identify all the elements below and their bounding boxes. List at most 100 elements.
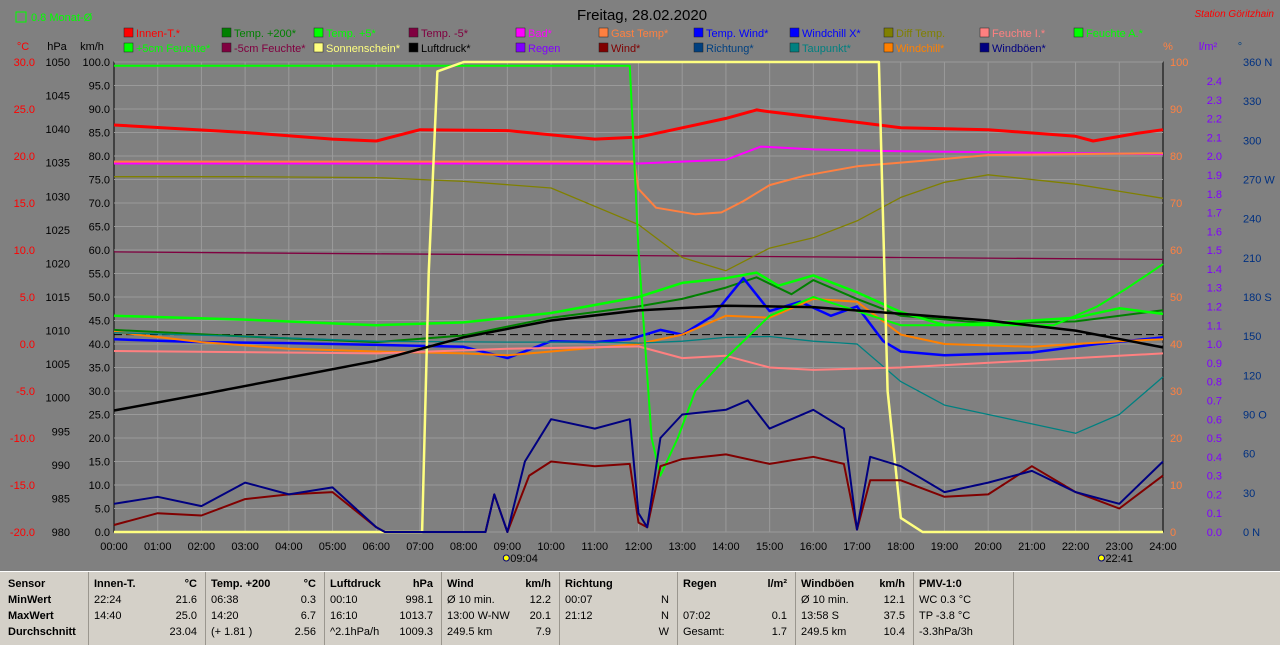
humidity-tick-label: 100 [1170,57,1188,69]
rain-tick-label: 2.1 [1207,132,1222,144]
direction-tick-label: 330 [1243,96,1261,108]
legend-swatch [515,27,526,38]
time-tick-label: 05:00 [319,541,347,553]
series-line [114,145,1164,165]
time-tick-label: 10:00 [537,541,565,553]
time-tick-label: 07:00 [406,541,434,553]
time-tick-label: 12:00 [625,541,653,553]
rain-tick-label: 2.2 [1207,114,1222,126]
legend-label: Bad* [528,28,553,40]
humidity-tick-label: 0 [1170,527,1176,539]
legend-swatch [979,27,990,38]
sunset-time: 22:41 [1105,553,1133,565]
stats-cell: 00:10 [330,594,358,606]
station-name: Station Göritzhain [1195,9,1275,20]
stats-column-wind: Wind km/h Ø 10 min. 12.2 13:00 W-NW 20.1 249.5… [441,572,560,645]
stats-value: 6.7 [300,610,316,622]
stats-header: Luftdruck [330,578,381,590]
pressure-tick-label: 985 [52,493,70,505]
legend-swatch [123,42,134,53]
speed-tick-label: 80.0 [89,151,110,163]
speed-tick-label: 20.0 [89,433,110,445]
left-unit-label: °C [17,41,29,53]
legend-swatch [979,42,990,53]
legend-swatch [883,27,894,38]
stats-column-richtung: Richtung 00:07 N 21:12 N W [559,572,678,645]
time-tick-label: 14:00 [712,541,740,553]
rain-tick-label: 0.2 [1207,489,1222,501]
stats-value: 1009.3 [399,626,433,638]
rain-tick-label: 0.4 [1207,452,1222,464]
stats-cell: (+ 1.81 ) [211,626,253,638]
stats-cell: ^2.1hPa/h [330,626,380,638]
stats-header: Windböen [801,578,855,590]
stats-column-boeen: Windböen km/h Ø 10 min. 12.1 13:58 S 37.5 249.… [795,572,914,645]
stats-cell: Gesamt: [683,626,725,638]
direction-tick-label: 180 S [1243,292,1272,304]
time-tick-label: 23:00 [1106,541,1134,553]
left-unit-label: km/h [80,41,104,53]
direction-tick-label: 30 [1243,488,1255,500]
legend-label: Wind* [611,43,641,55]
rain-tick-label: 0.3 [1207,471,1222,483]
time-tick-label: 06:00 [362,541,390,553]
temp-tick-label: 25.0 [14,104,35,116]
stats-value: 25.0 [175,610,197,622]
stats-value: 12.1 [883,594,905,606]
legend-label: Feuchte A.* [1086,28,1144,40]
legend-swatch [1073,27,1084,38]
pressure-tick-label: 1030 [46,191,70,203]
pressure-tick-label: 990 [52,460,70,472]
monthly-average-checkbox[interactable] [15,11,27,23]
stats-cell: WC 0.3 °C [919,594,972,606]
humidity-tick-label: 40 [1170,339,1182,351]
pressure-tick-label: 1000 [46,393,70,405]
legend-label: Luftdruck* [421,43,471,55]
direction-tick-label: 360 N [1243,57,1272,69]
stats-cell: Ø 10 min. [447,594,495,606]
speed-tick-label: 45.0 [89,316,110,328]
sunrise-time: 09:04 [510,553,538,565]
rain-tick-label: 1.4 [1207,264,1222,276]
time-tick-label: 15:00 [756,541,784,553]
monthly-average-label[interactable]: 0.8 Monat-Ø [31,12,93,24]
time-tick-label: 02:00 [188,541,216,553]
time-tick-label: 09:00 [494,541,522,553]
legend-swatch [313,42,324,53]
stats-value: 0.3 [300,594,316,606]
pressure-tick-label: 980 [52,527,70,539]
rain-tick-label: 2.3 [1207,95,1222,107]
series-line [113,453,1164,533]
rain-tick-label: 1.7 [1207,208,1222,220]
stats-cell: MaxWert [8,610,54,622]
legend-label: Temp. +200* [234,28,297,40]
legend-label: Innen-T.* [136,28,181,40]
left-unit-label: hPa [47,41,67,53]
temp-tick-label: 0.0 [20,339,35,351]
temp-tick-label: -5.0 [16,386,35,398]
stats-cell: 22:24 [94,594,122,606]
pressure-tick-label: 1005 [46,359,70,371]
humidity-tick-label: 80 [1170,151,1182,163]
stats-value: 0.1 [771,610,787,622]
stats-column-temp: Temp. +200 °C 06:38 0.3 14:20 6.7 (+ 1.81 ) 2.5… [205,572,325,645]
direction-tick-label: 0 N [1243,527,1260,539]
stats-cell: 14:40 [94,610,122,622]
direction-tick-label: 60 [1243,449,1255,461]
speed-tick-label: 55.0 [89,269,110,281]
pressure-tick-label: 1050 [46,57,70,69]
legend-swatch [789,27,800,38]
humidity-tick-label: 90 [1170,104,1182,116]
rain-tick-label: 0.6 [1207,414,1222,426]
rain-tick-label: 1.8 [1207,189,1222,201]
direction-tick-label: 90 O [1243,410,1267,422]
stats-unit: °C [303,578,316,590]
pressure-tick-label: 1010 [46,326,70,338]
pressure-tick-label: 995 [52,426,70,438]
time-tick-label: 22:00 [1062,541,1090,553]
speed-tick-label: 75.0 [89,175,110,187]
temp-tick-label: 20.0 [14,151,35,163]
stats-value: 20.1 [529,610,551,622]
temp-tick-label: 10.0 [14,245,35,257]
legend-swatch [598,27,609,38]
